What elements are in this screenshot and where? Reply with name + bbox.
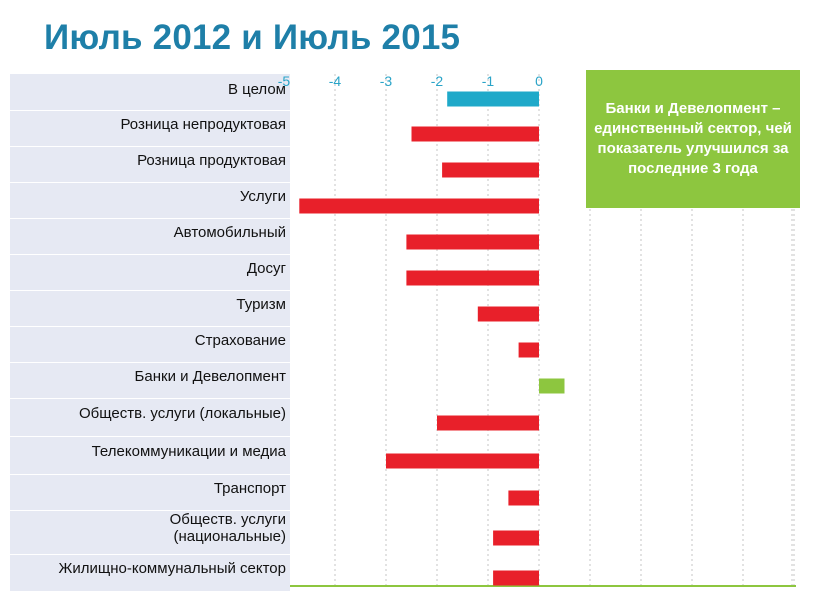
bar xyxy=(518,342,539,358)
category-label-line: Телекоммуникации и медиа xyxy=(91,442,286,460)
bar xyxy=(539,378,565,394)
category-label: Обществ. услуги (локальные) xyxy=(79,405,286,422)
row-separator xyxy=(10,290,290,291)
category-label-line: Досуг xyxy=(246,259,286,277)
bar xyxy=(386,453,539,469)
category-label: В целом xyxy=(228,81,286,98)
category-label: Услуги xyxy=(240,188,286,205)
row-separator xyxy=(10,326,290,327)
category-label-line: (национальные) xyxy=(173,528,286,545)
bar xyxy=(477,306,539,322)
category-label-line: В целом xyxy=(227,80,286,98)
category-label: Страхование xyxy=(195,332,286,349)
category-label: Банки и Девелопмент xyxy=(135,368,286,385)
category-label-line: Туризм xyxy=(236,295,286,313)
x-tick-label: -5 xyxy=(278,73,291,89)
category-label-line: Жилищно-коммунальный сектор xyxy=(58,559,286,577)
x-tick-label: 0 xyxy=(535,73,543,89)
category-label: Транспорт xyxy=(214,480,286,497)
bar xyxy=(299,198,539,214)
row-separator xyxy=(10,436,290,437)
row-separator xyxy=(10,398,290,399)
row-separator xyxy=(10,254,290,255)
bar xyxy=(406,234,539,250)
bar xyxy=(437,415,539,431)
x-tick-label: -2 xyxy=(431,73,444,89)
category-label-line: Обществ. услуги xyxy=(169,511,286,528)
category-label-line: Розница непродуктовая xyxy=(120,115,286,133)
category-label: Автомобильный xyxy=(174,224,286,241)
callout-text: Банки и Девелопмент – единственный секто… xyxy=(594,100,792,177)
x-tick-label: -1 xyxy=(482,73,495,89)
category-label-line: Страхование xyxy=(194,331,286,349)
category-label: Досуг xyxy=(247,260,286,277)
category-label-line: Розница продуктовая xyxy=(137,151,286,169)
category-label-line: Автомобильный xyxy=(173,223,286,241)
category-label: Телекоммуникации и медиа xyxy=(92,443,286,460)
callout-box: Банки и Девелопмент – единственный секто… xyxy=(586,70,800,208)
category-label: Розница непродуктовая xyxy=(120,116,286,133)
category-label: Жилищно-коммунальный сектор xyxy=(59,560,286,577)
category-label-line: Услуги xyxy=(239,187,286,205)
row-separator xyxy=(10,110,290,111)
row-separator xyxy=(10,554,290,555)
category-label: Обществ. услуги (национальные) xyxy=(170,511,286,545)
bar xyxy=(493,570,539,586)
row-separator xyxy=(10,510,290,511)
page-title: Июль 2012 и Июль 2015 xyxy=(44,18,461,57)
row-separator xyxy=(10,474,290,475)
category-label-line: Банки и Девелопмент xyxy=(134,367,286,385)
x-tick-label: -4 xyxy=(329,73,342,89)
bar xyxy=(447,91,539,107)
row-separator xyxy=(10,182,290,183)
category-label: Розница продуктовая xyxy=(137,152,286,169)
bar xyxy=(493,530,539,546)
category-label-line: Обществ. услуги (локальные) xyxy=(78,404,286,422)
row-separator xyxy=(10,218,290,219)
x-tick-label: -3 xyxy=(380,73,393,89)
category-label-panel: В целом Розница непродуктовая Розница прод… xyxy=(10,74,290,591)
row-separator xyxy=(10,146,290,147)
bar xyxy=(508,490,539,506)
bar xyxy=(406,270,539,286)
category-label: Туризм xyxy=(236,296,286,313)
row-separator xyxy=(10,362,290,363)
bar xyxy=(411,126,539,142)
category-label-line: Транспорт xyxy=(213,479,286,497)
bar xyxy=(442,162,539,178)
